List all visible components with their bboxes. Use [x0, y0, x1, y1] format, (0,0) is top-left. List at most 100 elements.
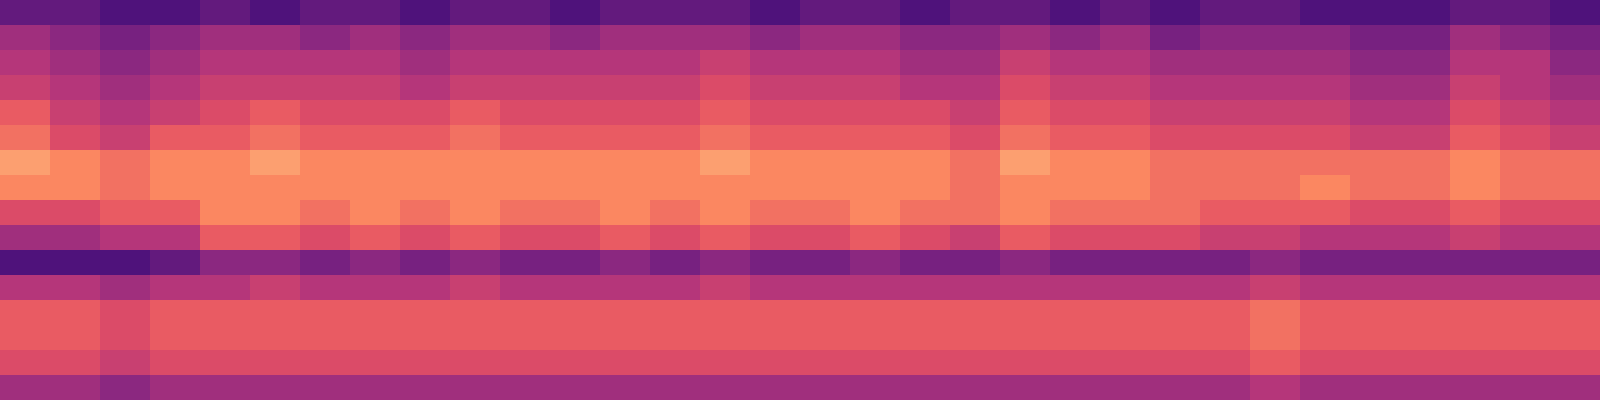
cell — [350, 250, 401, 276]
cell — [1050, 250, 1101, 276]
cell — [650, 100, 701, 126]
cell — [150, 375, 201, 400]
cell — [50, 300, 101, 326]
cell — [1100, 375, 1151, 400]
cell — [0, 275, 51, 301]
cell — [1450, 0, 1501, 26]
cell — [1300, 100, 1351, 126]
cell — [100, 200, 151, 226]
cell — [450, 275, 501, 301]
cell — [1450, 75, 1501, 101]
cell — [0, 350, 51, 376]
cell — [1000, 150, 1051, 176]
cell — [150, 75, 201, 101]
cell — [1400, 200, 1451, 226]
cell — [300, 75, 351, 101]
cell — [1400, 250, 1451, 276]
cell — [1200, 0, 1251, 26]
cell — [0, 375, 51, 400]
cell — [1450, 275, 1501, 301]
cell — [550, 150, 601, 176]
cell — [450, 0, 501, 26]
cell — [650, 350, 701, 376]
cell — [900, 200, 951, 226]
cell — [700, 175, 751, 201]
cell — [200, 0, 251, 26]
cell — [500, 275, 551, 301]
cell — [1550, 300, 1600, 326]
cell — [1300, 200, 1351, 226]
cell — [250, 0, 301, 26]
cell — [500, 0, 551, 26]
cell — [50, 75, 101, 101]
cell — [850, 200, 901, 226]
cell — [1050, 300, 1101, 326]
cell — [900, 250, 951, 276]
cell — [1550, 125, 1600, 151]
cell — [750, 125, 801, 151]
cell — [650, 150, 701, 176]
cell — [100, 0, 151, 26]
cell — [750, 150, 801, 176]
cell — [1500, 250, 1551, 276]
cell — [1250, 75, 1301, 101]
cell — [350, 225, 401, 251]
cell — [1050, 0, 1101, 26]
cell — [1500, 275, 1551, 301]
cell — [1550, 50, 1600, 76]
cell — [350, 0, 401, 26]
cell — [750, 325, 801, 351]
cell — [1150, 225, 1201, 251]
cell — [1200, 350, 1251, 376]
cell — [900, 25, 951, 51]
cell — [350, 300, 401, 326]
cell — [850, 175, 901, 201]
cell — [1500, 25, 1551, 51]
cell — [950, 225, 1001, 251]
cell — [700, 325, 751, 351]
cell — [0, 50, 51, 76]
cell — [1550, 25, 1600, 51]
cell — [1250, 175, 1301, 201]
cell — [1300, 375, 1351, 400]
cell — [750, 300, 801, 326]
cell — [600, 0, 651, 26]
cell — [250, 325, 301, 351]
cell — [850, 150, 901, 176]
cell — [50, 325, 101, 351]
cell — [500, 350, 551, 376]
cell — [700, 25, 751, 51]
cell — [900, 225, 951, 251]
cell — [1250, 25, 1301, 51]
cell — [450, 75, 501, 101]
cell — [1000, 225, 1051, 251]
cell — [50, 250, 101, 276]
cell — [500, 150, 551, 176]
cell — [750, 225, 801, 251]
cell — [900, 0, 951, 26]
cell — [1450, 350, 1501, 376]
cell — [450, 25, 501, 51]
cell — [250, 300, 301, 326]
cell — [150, 125, 201, 151]
cell — [1300, 0, 1351, 26]
cell — [1050, 175, 1101, 201]
cell — [850, 75, 901, 101]
cell — [50, 150, 101, 176]
cell — [1100, 175, 1151, 201]
cell — [1200, 75, 1251, 101]
cell — [500, 125, 551, 151]
cell — [200, 150, 251, 176]
cell — [1450, 175, 1501, 201]
cell — [850, 125, 901, 151]
cell — [800, 225, 851, 251]
cell — [350, 125, 401, 151]
cell — [350, 100, 401, 126]
cell — [1450, 125, 1501, 151]
cell — [950, 250, 1001, 276]
cell — [550, 0, 601, 26]
cell — [50, 50, 101, 76]
cell — [1100, 350, 1151, 376]
cell — [400, 75, 451, 101]
cell — [1350, 200, 1401, 226]
